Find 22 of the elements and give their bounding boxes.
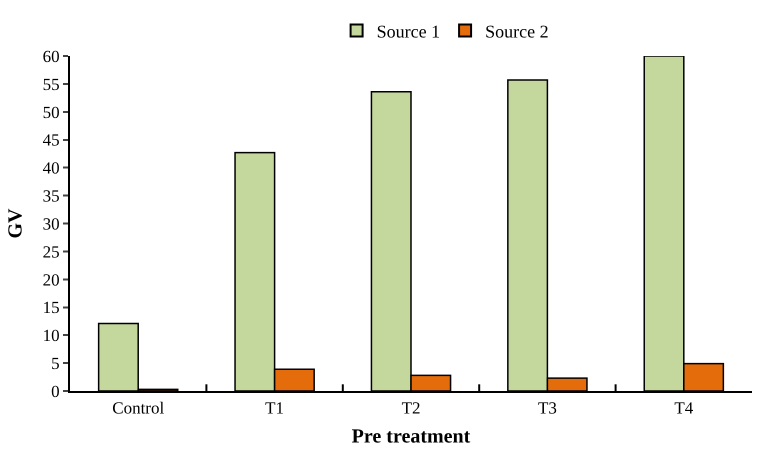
y-tick-label: 55 [42,74,60,94]
x-tick-label: T2 [402,398,420,418]
y-tick-label: 45 [42,130,60,150]
y-tick-label: 0 [51,382,60,401]
y-tick-label: 35 [42,186,60,206]
y-tick-label: 20 [42,270,60,290]
x-axis-title: Pre treatment [352,425,471,448]
y-axis-title: GV [4,208,27,238]
x-tick-label: T4 [674,398,694,418]
legend-label: Source 1 [376,22,440,42]
y-tick-label: 30 [42,214,60,234]
x-tick-label: Control [112,398,164,418]
y-tick-label: 15 [42,298,60,318]
y-tick-label: 10 [42,326,60,346]
legend-label: Source 2 [485,22,549,42]
x-tick-label: T1 [265,398,284,418]
y-tick-label: 50 [42,102,60,122]
x-tick-label: T3 [538,398,557,418]
y-tick-label: 5 [51,354,60,374]
y-tick-label: 25 [42,242,60,262]
y-tick-label: 60 [42,46,60,66]
y-tick-label: 40 [42,158,60,178]
